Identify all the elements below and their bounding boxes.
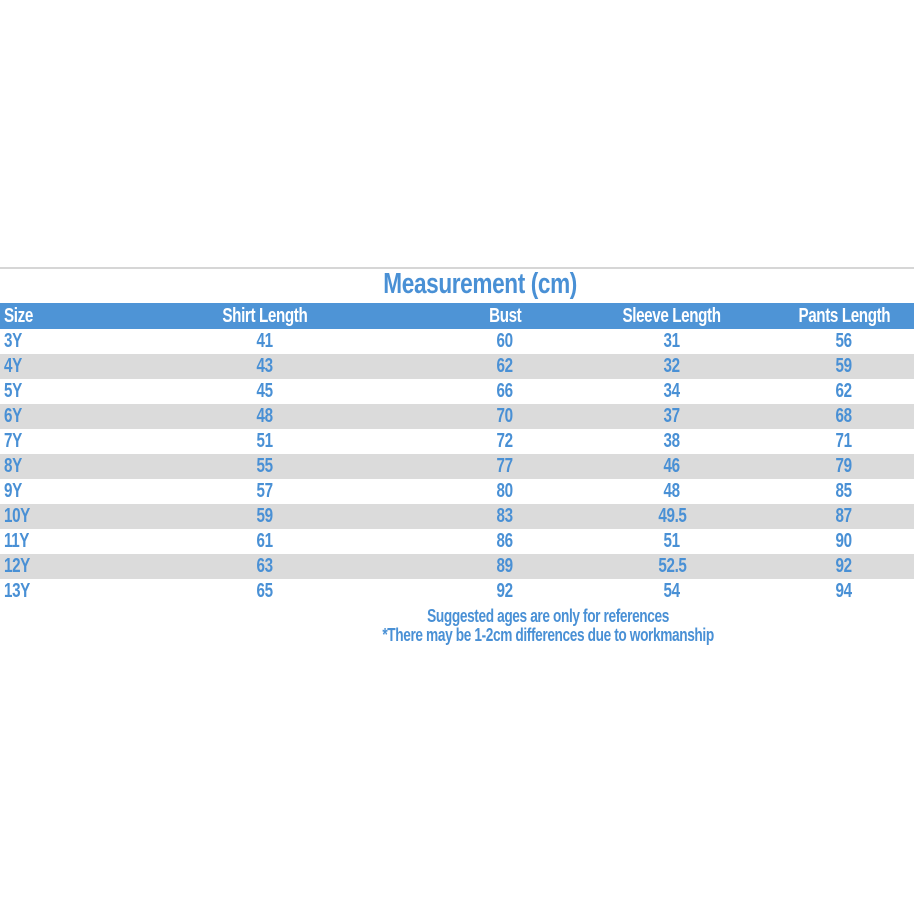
pants-length-cell: 56 [835, 330, 853, 352]
shirt-length-cell: 57 [256, 480, 274, 502]
column-header-bust: Bust [488, 305, 522, 327]
size-cell: 9Y [4, 480, 22, 502]
sleeve-length-cell: 38 [663, 430, 681, 452]
table-row: 6Y 48 70 37 68 [0, 404, 914, 429]
table-row: 10Y 59 83 49.5 87 [0, 504, 914, 529]
sleeve-length-cell: 31 [663, 330, 681, 352]
pants-length-cell: 62 [835, 380, 853, 402]
size-cell: 10Y [4, 505, 30, 527]
footnote-ages: Suggested ages are only for references [427, 606, 669, 626]
pants-length-cell: 87 [835, 505, 853, 527]
column-header-pants-length: Pants Length [798, 305, 890, 327]
table-row: 13Y 65 92 54 94 [0, 579, 914, 604]
bust-cell: 60 [496, 330, 514, 352]
shirt-length-cell: 48 [256, 405, 274, 427]
bust-cell: 70 [496, 405, 514, 427]
bust-cell: 77 [496, 455, 514, 477]
sleeve-length-cell: 37 [663, 405, 681, 427]
shirt-length-cell: 61 [256, 530, 274, 552]
size-cell: 4Y [4, 355, 22, 377]
size-cell: 7Y [4, 430, 22, 452]
chart-title: Measurement (cm) [383, 268, 577, 300]
sleeve-length-cell: 34 [663, 380, 681, 402]
shirt-length-cell: 59 [256, 505, 274, 527]
table-row: 12Y 63 89 52.5 92 [0, 554, 914, 579]
sleeve-length-cell: 32 [663, 355, 681, 377]
size-cell: 5Y [4, 380, 22, 402]
sleeve-length-cell: 46 [663, 455, 681, 477]
pants-length-cell: 85 [835, 480, 853, 502]
sleeve-length-cell: 52.5 [657, 555, 687, 577]
pants-length-cell: 90 [835, 530, 853, 552]
column-header-sleeve-length: Sleeve Length [622, 305, 722, 327]
column-header-size: Size [4, 305, 33, 327]
bust-cell: 80 [496, 480, 514, 502]
shirt-length-cell: 45 [256, 380, 274, 402]
size-cell: 3Y [4, 330, 22, 352]
pants-length-cell: 94 [835, 580, 853, 602]
pants-length-cell: 79 [835, 455, 853, 477]
pants-length-cell: 71 [835, 430, 853, 452]
pants-length-cell: 92 [835, 555, 853, 577]
shirt-length-cell: 65 [256, 580, 274, 602]
bust-cell: 72 [496, 430, 514, 452]
footnote-workmanship: *There may be 1-2cm differences due to w… [382, 625, 714, 645]
chart-title-wrap: Measurement (cm) [0, 268, 914, 303]
size-cell: 6Y [4, 405, 22, 427]
size-cell: 13Y [4, 580, 30, 602]
table-header-row: Size Shirt Length Bust Sleeve Length Pan… [0, 303, 914, 329]
top-divider-line [0, 267, 914, 269]
column-header-shirt-length: Shirt Length [222, 305, 308, 327]
shirt-length-cell: 63 [256, 555, 274, 577]
size-cell: 11Y [4, 530, 30, 552]
table-row: 4Y 43 62 32 59 [0, 354, 914, 379]
sleeve-length-cell: 51 [663, 530, 681, 552]
bust-cell: 66 [496, 380, 514, 402]
bust-cell: 89 [496, 555, 514, 577]
footnotes: Suggested ages are only for references *… [182, 607, 914, 645]
pants-length-cell: 59 [835, 355, 853, 377]
shirt-length-cell: 51 [256, 430, 274, 452]
measurement-table: Size Shirt Length Bust Sleeve Length Pan… [0, 303, 914, 604]
table-row: 3Y 41 60 31 56 [0, 329, 914, 354]
bust-cell: 92 [496, 580, 514, 602]
sleeve-length-cell: 54 [663, 580, 681, 602]
table-row: 8Y 55 77 46 79 [0, 454, 914, 479]
sleeve-length-cell: 48 [663, 480, 681, 502]
table-row: 7Y 51 72 38 71 [0, 429, 914, 454]
table-row: 9Y 57 80 48 85 [0, 479, 914, 504]
bust-cell: 83 [496, 505, 514, 527]
table-row: 11Y 61 86 51 90 [0, 529, 914, 554]
shirt-length-cell: 41 [256, 330, 274, 352]
table-row: 5Y 45 66 34 62 [0, 379, 914, 404]
shirt-length-cell: 55 [256, 455, 274, 477]
pants-length-cell: 68 [835, 405, 853, 427]
size-cell: 12Y [4, 555, 30, 577]
bust-cell: 62 [496, 355, 514, 377]
sleeve-length-cell: 49.5 [657, 505, 687, 527]
shirt-length-cell: 43 [256, 355, 274, 377]
bust-cell: 86 [496, 530, 514, 552]
size-cell: 8Y [4, 455, 22, 477]
